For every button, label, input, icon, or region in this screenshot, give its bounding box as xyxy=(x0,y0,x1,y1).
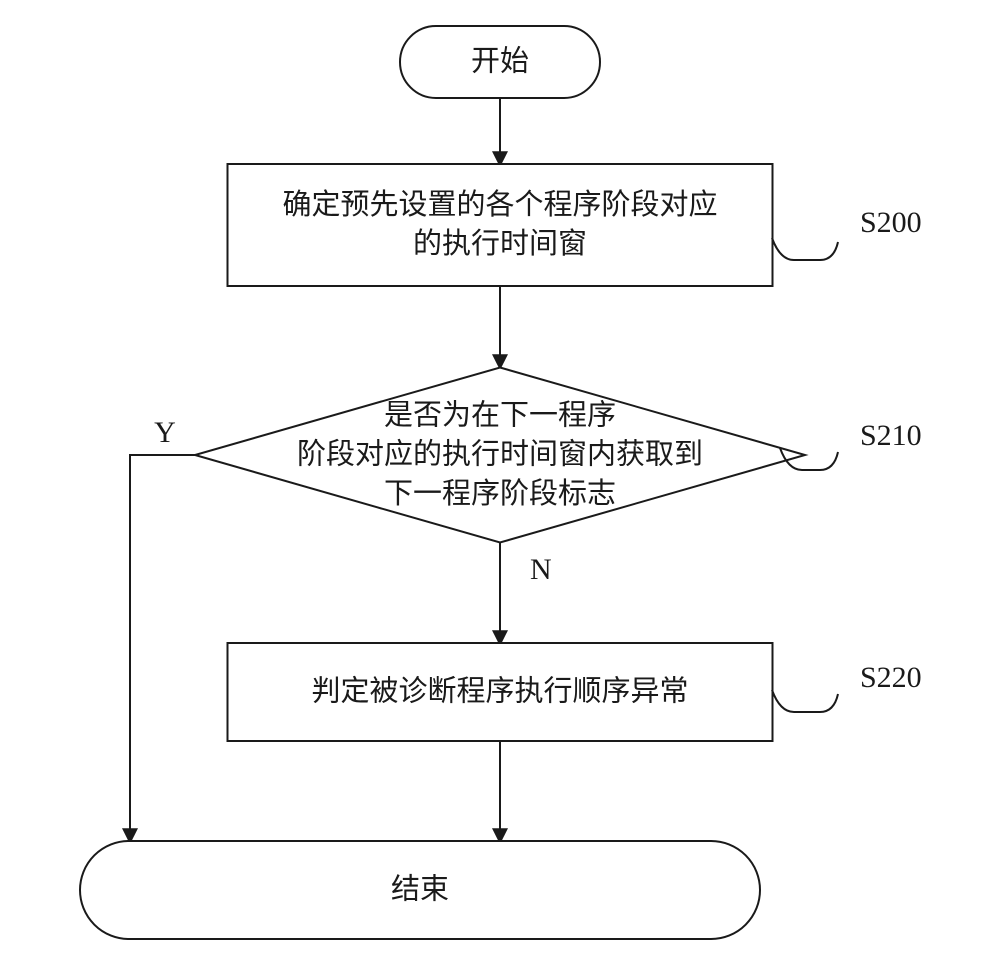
node-s210-line-2: 下一程序阶段标志 xyxy=(384,477,616,510)
node-s210-line-1: 阶段对应的执行时间窗内获取到 xyxy=(297,438,703,471)
ref-label-s220: S220 xyxy=(860,661,922,694)
flowchart-canvas: 开始确定预先设置的各个程序阶段对应的执行时间窗是否为在下一程序阶段对应的执行时间… xyxy=(0,0,1000,973)
ref-label-s200: S200 xyxy=(860,206,922,239)
node-end-text: 结束 xyxy=(391,873,449,906)
node-s210-line-0: 是否为在下一程序 xyxy=(384,399,616,432)
decision-s210-yes-label: Y xyxy=(154,416,176,449)
node-s220-line-0: 判定被诊断程序执行顺序异常 xyxy=(311,675,688,708)
edge-s210-to-end-yes xyxy=(130,455,195,841)
node-s200-line-0: 确定预先设置的各个程序阶段对应 xyxy=(282,188,717,221)
ref-label-s210: S210 xyxy=(860,419,922,452)
node-start-text: 开始 xyxy=(471,45,529,78)
node-s200 xyxy=(228,164,773,286)
ref-tick-s220 xyxy=(772,690,838,712)
node-s200-line-1: 的执行时间窗 xyxy=(413,227,587,260)
ref-tick-s200 xyxy=(772,238,838,260)
decision-s210-no-label: N xyxy=(530,553,552,586)
